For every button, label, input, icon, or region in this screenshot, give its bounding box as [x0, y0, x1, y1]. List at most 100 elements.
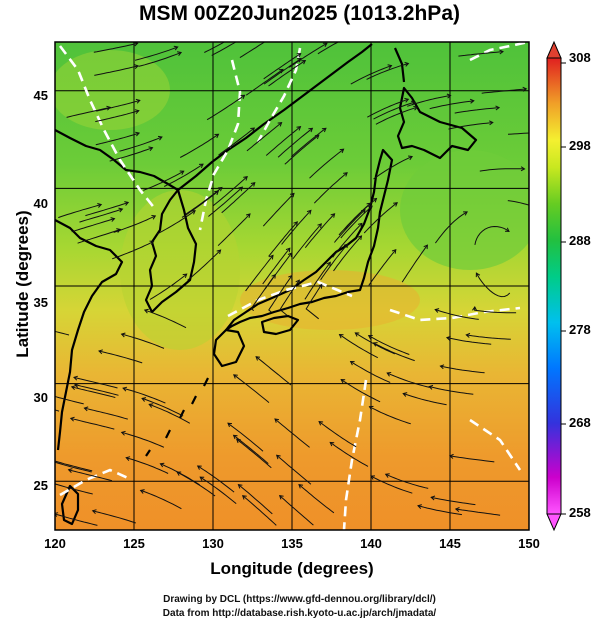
streamline-arrow [134, 109, 140, 115]
x-tick-label: 145 [439, 536, 461, 551]
streamline-arrow [55, 512, 59, 517]
streamline [368, 249, 397, 286]
streamline-arrow [49, 458, 53, 462]
streamline [507, 132, 529, 135]
graticule [55, 42, 529, 530]
streamline-arrow [387, 64, 393, 70]
streamline-arrow [314, 134, 320, 140]
streamline-arrow [173, 45, 179, 51]
streamline-arrow [439, 364, 445, 370]
x-tick-label: 125 [123, 536, 145, 551]
y-axis-label: Latitude (degrees) [13, 210, 32, 358]
streamline-arrow [372, 197, 378, 203]
streamline [268, 221, 298, 257]
x-tick-label: 130 [202, 536, 224, 551]
streamline-arrow [277, 121, 283, 127]
streamline [458, 51, 504, 57]
streamline [185, 187, 223, 215]
streamline [163, 163, 204, 187]
streamline-arrow [106, 105, 112, 111]
streamline [429, 100, 474, 110]
streamline [429, 386, 474, 395]
streamline [292, 223, 322, 259]
streamline [227, 422, 264, 452]
x-axis-label: Longitude (degrees) [210, 559, 374, 578]
streamline-arrow [124, 201, 130, 206]
colorbar-tick-label: 258 [569, 505, 591, 520]
streamline-arrow [317, 283, 323, 289]
streamline [212, 176, 248, 207]
streamline [112, 240, 154, 260]
streamline [206, 94, 245, 121]
streamline [268, 60, 306, 87]
streamline [309, 148, 344, 179]
streamline [250, 274, 276, 311]
streamline-arrow [469, 98, 475, 104]
streamline-arrow [393, 202, 398, 207]
streamline [181, 190, 219, 218]
streamline [262, 247, 291, 285]
streamline [277, 127, 313, 158]
streamline-arrow [50, 481, 54, 485]
streamline [141, 397, 184, 417]
streamline-arrow [338, 333, 344, 339]
streamline-arrow [318, 421, 324, 426]
streamline-arrow [454, 507, 460, 512]
streamline-arrow [179, 170, 185, 175]
streamline [262, 193, 295, 227]
streamline [401, 244, 428, 283]
streamline [238, 484, 273, 515]
streamline [113, 215, 156, 233]
streamline [121, 431, 165, 448]
streamline [403, 393, 447, 406]
streamline [343, 198, 377, 230]
colorbar-max-arrow [546, 40, 562, 59]
streamline-arrow [287, 252, 293, 258]
streamline-arrow [172, 29, 176, 33]
colorbar-scale [546, 57, 562, 515]
streamline [79, 208, 123, 223]
colorbar-min-arrow [546, 513, 562, 532]
streamline [140, 489, 182, 510]
streamline-arrow [522, 86, 528, 92]
streamline-arrow [159, 462, 165, 468]
map-title: MSM 00Z20Jun2025 (1013.2hPa) [139, 2, 460, 25]
streamline-arrow [250, 127, 256, 132]
streamline-arrow [495, 105, 501, 111]
streamline-arrow [288, 274, 293, 280]
streamline [55, 513, 98, 526]
streamline-arrow [368, 405, 374, 411]
colorbar-tick-label: 308 [569, 50, 591, 65]
streamline [318, 421, 357, 448]
streamline-arrow [465, 332, 471, 338]
streamline-arrow [141, 397, 147, 402]
streamline [448, 122, 493, 130]
streamline-arrow [298, 483, 304, 489]
streamline [417, 505, 462, 516]
streamline-arrow [74, 383, 79, 388]
streamline [74, 384, 119, 396]
streamline-arrow [250, 182, 256, 187]
streamline [339, 334, 379, 359]
streamline [281, 210, 312, 245]
coastlines [55, 43, 478, 526]
streamline [132, 42, 138, 43]
streamline [475, 272, 511, 298]
streamline [355, 332, 396, 355]
streamline-arrow [339, 148, 345, 154]
streamline-arrow [357, 235, 363, 240]
streamline [340, 205, 373, 239]
streamline-arrow [499, 49, 504, 55]
streamline-arrow [391, 248, 397, 254]
streamline-arrow [296, 53, 302, 58]
streamline [305, 284, 323, 320]
streamline [199, 476, 237, 504]
streamline [367, 98, 409, 118]
streamline-arrow [151, 215, 157, 220]
streamline [245, 69, 284, 96]
streamline [221, 182, 256, 214]
streamline-arrow [237, 483, 243, 489]
streamline [233, 374, 270, 403]
map-frame [54, 41, 530, 531]
streamline [332, 223, 363, 258]
